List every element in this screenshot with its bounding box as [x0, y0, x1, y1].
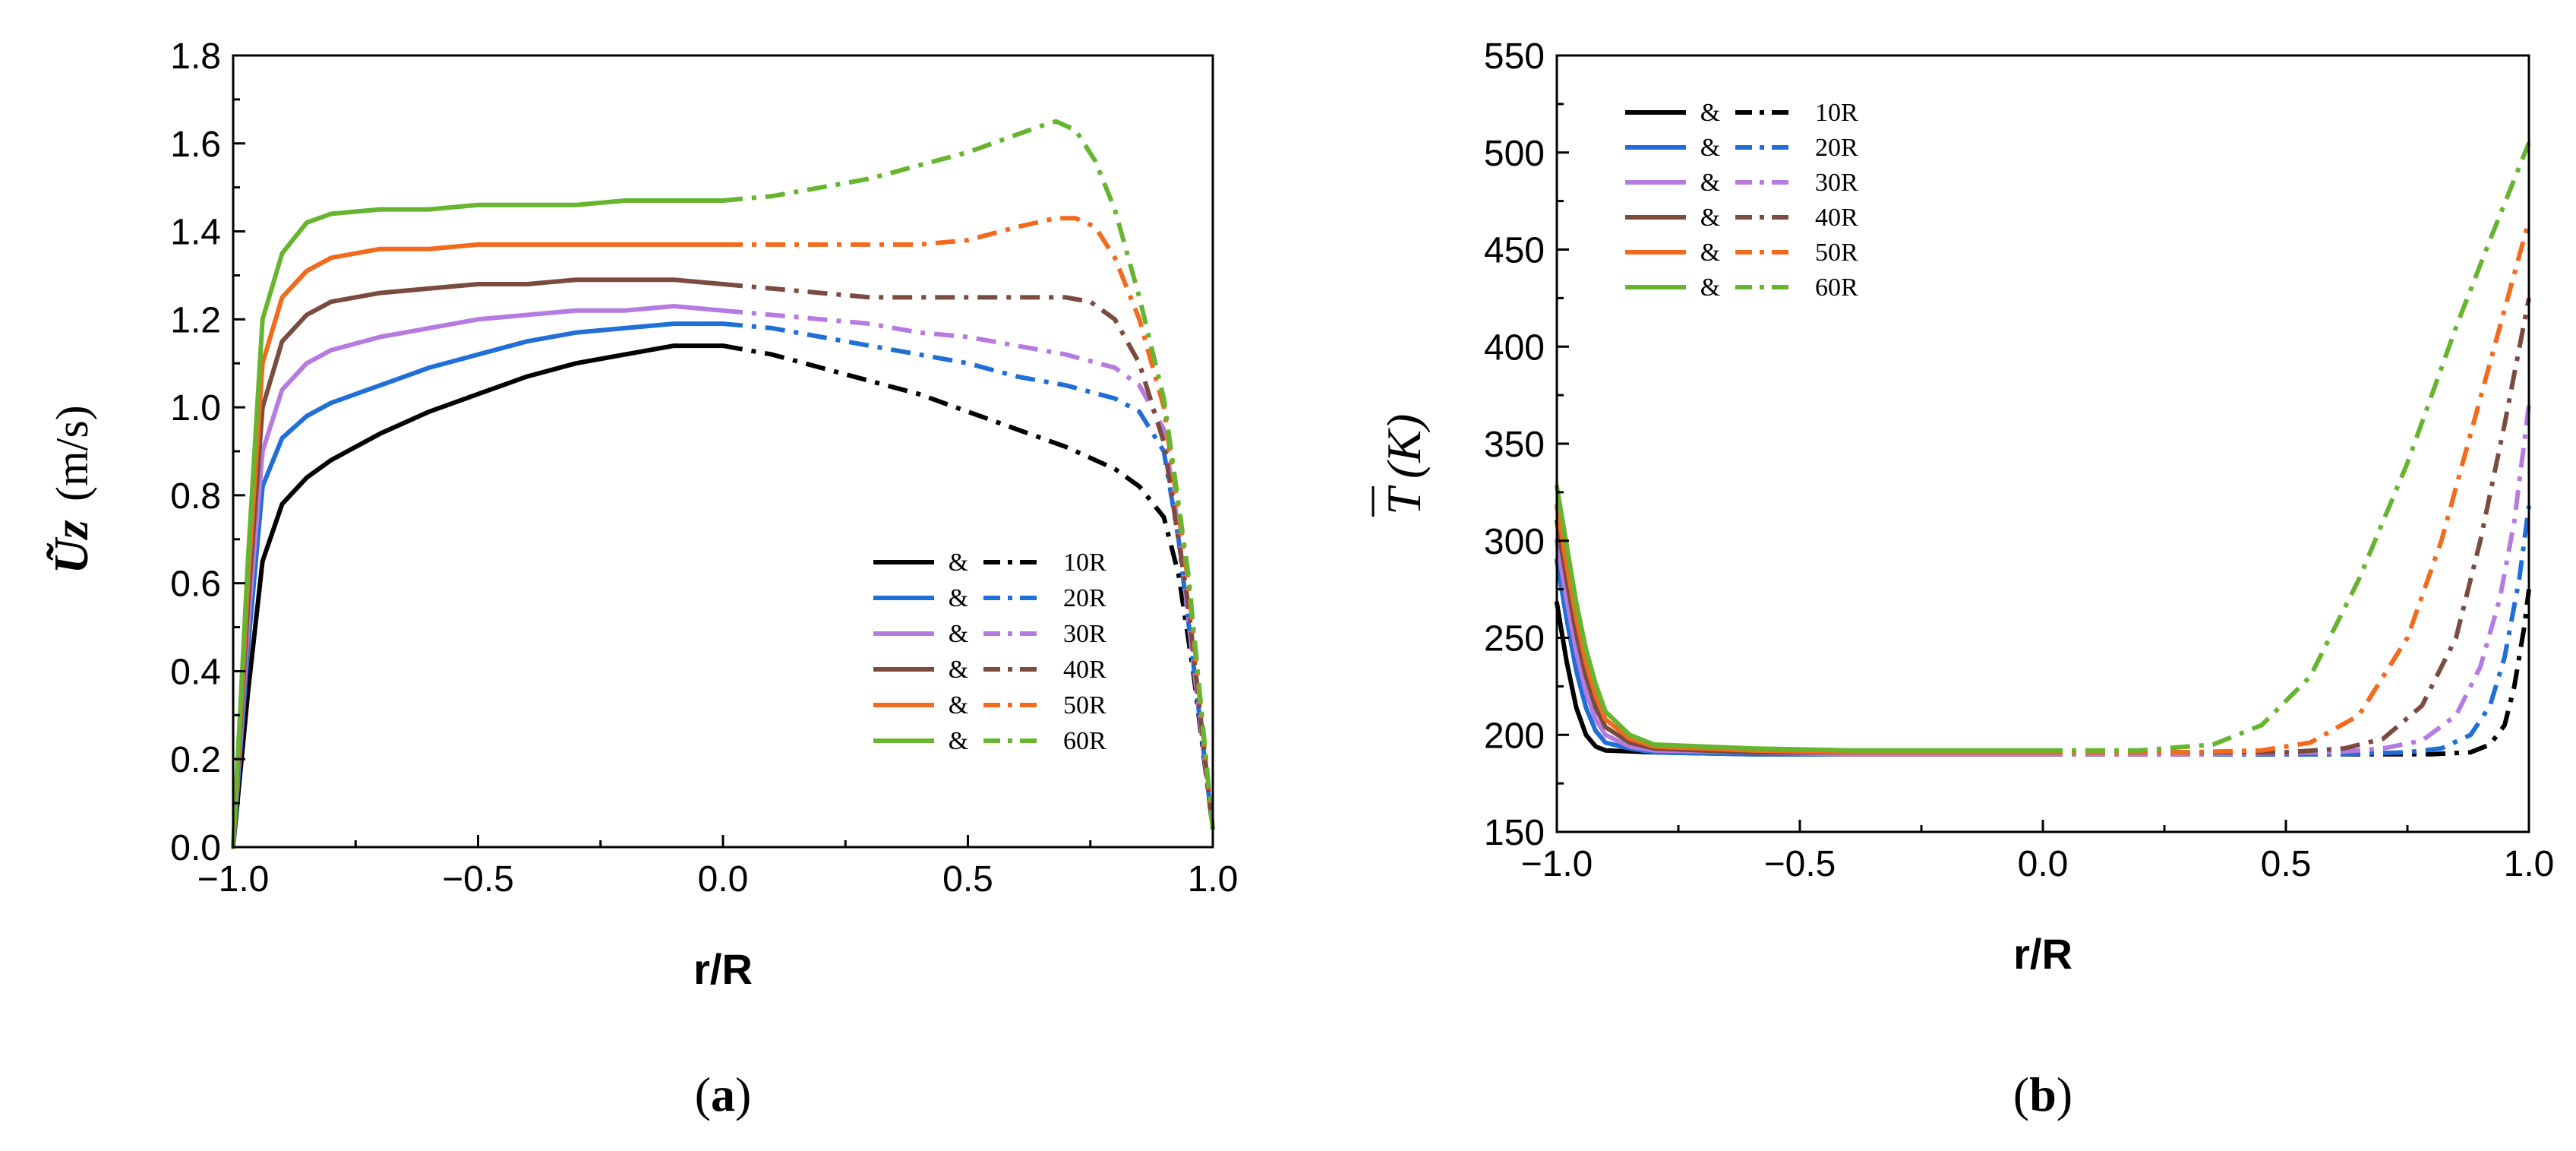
chart-a-series [231, 119, 1215, 849]
chart-a: −1.0 −0.5 0.0 0.5 1.0 0.0 0.2 0.4 0.6 0.8 1.0 1.2 1.… [44, 36, 1238, 1121]
chart-a-y-axis-symbol: Ũz [44, 520, 98, 574]
chart-a-series-10R-solid [231, 343, 725, 849]
chart-a-legend-separator: & [949, 691, 968, 719]
chart-b-series-10R-dashdot [2043, 589, 2531, 757]
chart-b-series [1555, 141, 2531, 757]
chart-b-legend-label: 50R [1815, 239, 1858, 267]
chart-b-y-axis-label: T (K) [1372, 414, 1431, 517]
chart-a-y-tick-label: 1.8 [170, 36, 221, 77]
chart-b: −1.0 −0.5 0.0 0.5 1.0 150 200 250 300 350 400 450 50… [1372, 36, 2554, 1121]
chart-b-series-30R-solid [1555, 538, 2045, 757]
chart-b-legend-separator: & [1700, 274, 1720, 302]
chart-b-ticks: −1.0 −0.5 0.0 0.5 1.0 150 200 250 300 350 400 450 50… [1484, 36, 2554, 884]
chart-b-y-tick-label: 550 [1484, 36, 1545, 77]
chart-b-series-40R-dashdot [2043, 297, 2531, 755]
chart-a-panel-letter: a [711, 1067, 735, 1121]
chart-b-legend-separator: & [1700, 169, 1720, 197]
chart-a-y-axis-label: Ũz (m/s) [44, 405, 98, 574]
chart-b-x-tick-label: −1.0 [1521, 844, 1593, 884]
chart-a-legend-label: 20R [1063, 584, 1106, 612]
chart-a-ticks: −1.0 −0.5 0.0 0.5 1.0 0.0 0.2 0.4 0.6 0.8 1.0 1.2 1.… [170, 36, 1238, 900]
chart-a-series-50R-solid [231, 242, 725, 849]
chart-a-x-tick-label: 1.0 [1188, 859, 1239, 900]
chart-b-legend-separator: & [1700, 239, 1720, 267]
chart-b-legend-separator: & [1700, 134, 1720, 162]
chart-b-series-20R-solid [1555, 558, 2045, 757]
chart-b-x-tick-label: 0.5 [2261, 844, 2312, 884]
chart-b-y-tick-label: 250 [1484, 619, 1545, 659]
chart-b-series-60R-dashdot [2043, 141, 2531, 753]
chart-a-legend-label: 60R [1063, 727, 1106, 755]
chart-a-x-tick-label: −1.0 [197, 859, 270, 900]
chart-b-legend-separator: & [1700, 204, 1720, 232]
chart-a-legend: & 10R & 20R & 30R & 40R & 50R & 60R [873, 549, 1106, 755]
chart-b-legend-label: 20R [1815, 134, 1858, 162]
chart-b-series-60R-solid [1555, 484, 2045, 753]
chart-a-x-tick-label: 0.5 [942, 859, 993, 900]
chart-a-series-20R-solid [231, 321, 725, 849]
chart-b-legend-label: 60R [1815, 274, 1858, 302]
chart-b-y-tick-label: 150 [1484, 813, 1545, 853]
chart-a-legend-label: 10R [1063, 549, 1106, 577]
chart-a-y-tick-label: 0.0 [170, 828, 221, 868]
chart-a-series-40R-solid [231, 277, 725, 849]
chart-a-legend-separator: & [949, 620, 968, 648]
chart-b-panel-letter: b [2029, 1067, 2057, 1121]
chart-a-legend-label: 30R [1063, 620, 1106, 648]
chart-b-y-tick-label: 350 [1484, 425, 1545, 465]
chart-a-series-50R-dashdot [723, 216, 1215, 830]
chart-b-legend-label: 40R [1815, 204, 1858, 232]
chart-a-series-30R-solid [231, 304, 725, 849]
chart-b-y-tick-label: 400 [1484, 327, 1545, 368]
chart-a-legend-label: 50R [1063, 691, 1106, 719]
chart-a-legend-separator: & [949, 584, 968, 612]
chart-b-y-tick-label: 500 [1484, 134, 1545, 174]
chart-b-y-axis-unit: (K) [1377, 414, 1431, 479]
chart-a-series-60R-solid [231, 198, 725, 849]
chart-b-y-tick-label: 200 [1484, 716, 1545, 756]
chart-a-y-tick-label: 0.2 [170, 740, 221, 780]
chart-b-x-axis-label: r/R [2013, 930, 2072, 978]
chart-a-y-tick-label: 0.8 [170, 476, 221, 517]
chart-b-legend: & 10R & 20R & 30R & 40R & 50R & 60R [1625, 99, 1858, 302]
chart-a-x-tick-label: −0.5 [442, 859, 514, 900]
chart-b-y-tick-label: 300 [1484, 522, 1545, 562]
chart-b-y-tick-label: 450 [1484, 231, 1545, 271]
chart-a-y-tick-label: 1.4 [170, 213, 221, 253]
chart-a-y-tick-label: 0.4 [170, 652, 221, 692]
chart-b-x-tick-label: 0.0 [2018, 844, 2069, 884]
chart-b-x-tick-label: 1.0 [2504, 844, 2555, 884]
chart-a-x-tick-label: 0.0 [698, 859, 749, 900]
chart-b-y-axis-symbol: T [1377, 485, 1431, 515]
chart-b-series-50R-solid [1555, 503, 2045, 755]
chart-b-series-50R-dashdot [2043, 220, 2531, 755]
chart-b-legend-label: 10R [1815, 99, 1858, 127]
chart-a-y-tick-label: 0.6 [170, 564, 221, 605]
chart-a-y-axis-unit: (m/s) [47, 405, 97, 501]
chart-a-x-axis-label: r/R [693, 945, 753, 993]
chart-a-y-tick-label: 1.0 [170, 388, 221, 428]
chart-a-legend-separator: & [949, 549, 968, 577]
chart-b-legend-label: 30R [1815, 169, 1858, 197]
chart-b-x-tick-label: −0.5 [1764, 844, 1836, 884]
chart-a-legend-separator: & [949, 656, 968, 684]
chart-a-series-60R-dashdot [722, 119, 1215, 830]
chart-b-legend-separator: & [1700, 99, 1720, 127]
chart-a-panel-label: (a) [695, 1067, 752, 1121]
chart-a-legend-separator: & [949, 727, 968, 755]
chart-b-series-10R-solid [1555, 600, 2045, 757]
chart-b-panel-label: (b) [2013, 1067, 2072, 1121]
chart-a-series-40R-dashdot [722, 282, 1215, 830]
chart-b-series-40R-solid [1555, 519, 2045, 755]
chart-a-y-tick-label: 1.2 [170, 300, 221, 340]
chart-a-legend-label: 40R [1063, 656, 1106, 684]
chart-a-y-tick-label: 1.6 [170, 125, 221, 165]
